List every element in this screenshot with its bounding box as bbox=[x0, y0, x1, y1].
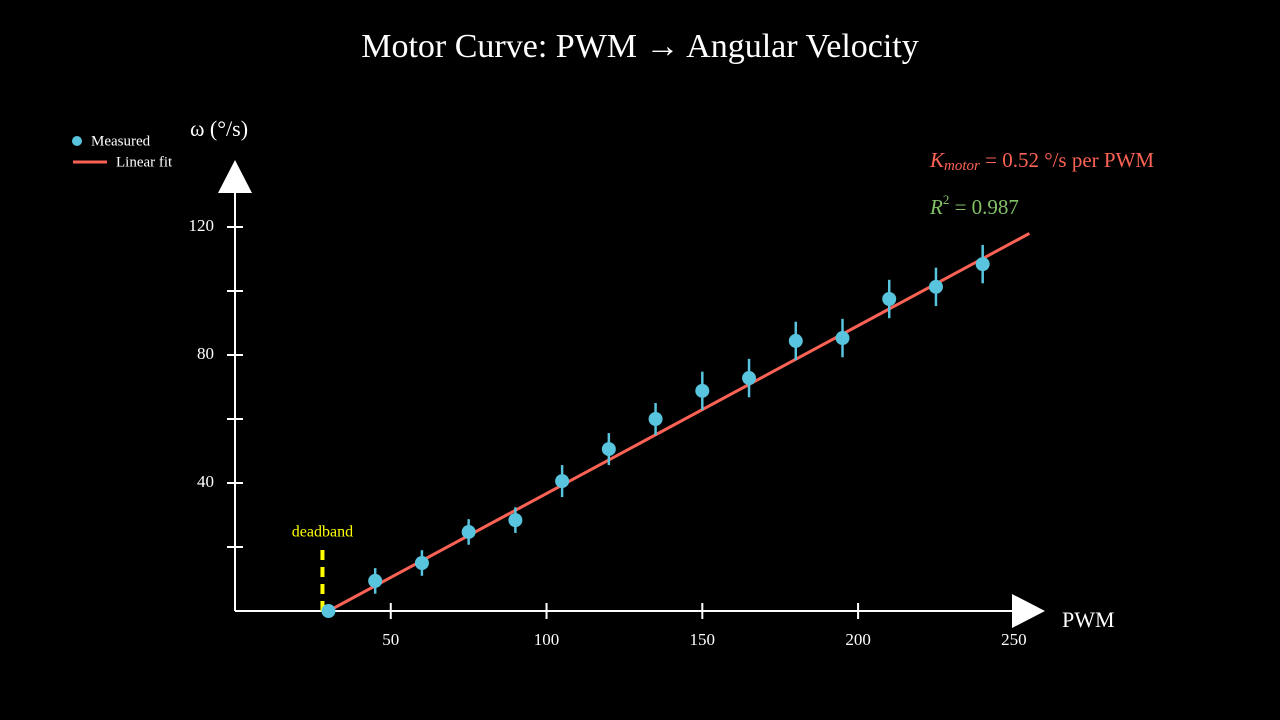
data-point bbox=[788, 333, 803, 348]
data-point bbox=[321, 604, 336, 618]
data-point bbox=[368, 573, 383, 588]
legend-label: Measured bbox=[91, 133, 151, 149]
x-tick-label: 100 bbox=[534, 630, 560, 649]
data-point bbox=[648, 412, 663, 426]
annotation: Kmotor = 0.52 °/s per PWM bbox=[929, 148, 1154, 175]
y-tick-label: 40 bbox=[197, 472, 214, 491]
y-axis-label: ω (°/s) bbox=[190, 116, 248, 141]
y-axis-arrow bbox=[218, 160, 252, 193]
data-point bbox=[508, 513, 523, 528]
annotation: R2 = 0.987 bbox=[929, 192, 1019, 219]
annotation-symbol: K bbox=[929, 148, 945, 172]
x-tick-label: 150 bbox=[690, 630, 716, 649]
x-tick-label: 250 bbox=[1001, 630, 1027, 649]
fit-line bbox=[327, 232, 1031, 613]
data-point bbox=[555, 474, 570, 489]
annotation-symbol: R bbox=[929, 195, 943, 219]
data-point bbox=[928, 279, 943, 294]
x-tick-label: 200 bbox=[845, 630, 871, 649]
data-point bbox=[975, 257, 990, 272]
x-axis-label: PWM bbox=[1062, 607, 1115, 632]
data-point bbox=[835, 331, 850, 346]
data-point bbox=[882, 292, 897, 306]
annotation-superscript: 2 bbox=[943, 192, 950, 207]
y-tick-label: 80 bbox=[197, 344, 214, 363]
x-tick-label: 50 bbox=[382, 630, 399, 649]
annotation-text: = 0.987 bbox=[949, 195, 1019, 219]
legend-label: Linear fit bbox=[116, 154, 173, 170]
x-axis-arrow bbox=[1012, 594, 1045, 628]
y-tick-label: 120 bbox=[189, 216, 215, 235]
data-point bbox=[461, 524, 476, 539]
data-point bbox=[414, 556, 429, 570]
deadband-label: deadband bbox=[292, 524, 353, 541]
data-point bbox=[742, 371, 757, 386]
annotation-text: = 0.52 °/s per PWM bbox=[980, 148, 1155, 172]
annotation-subscript: motor bbox=[944, 158, 980, 174]
legend-marker bbox=[72, 136, 82, 146]
data-point bbox=[601, 442, 616, 457]
data-point bbox=[695, 383, 710, 398]
chart-title: Motor Curve: PWM → Angular Velocity bbox=[361, 28, 919, 65]
